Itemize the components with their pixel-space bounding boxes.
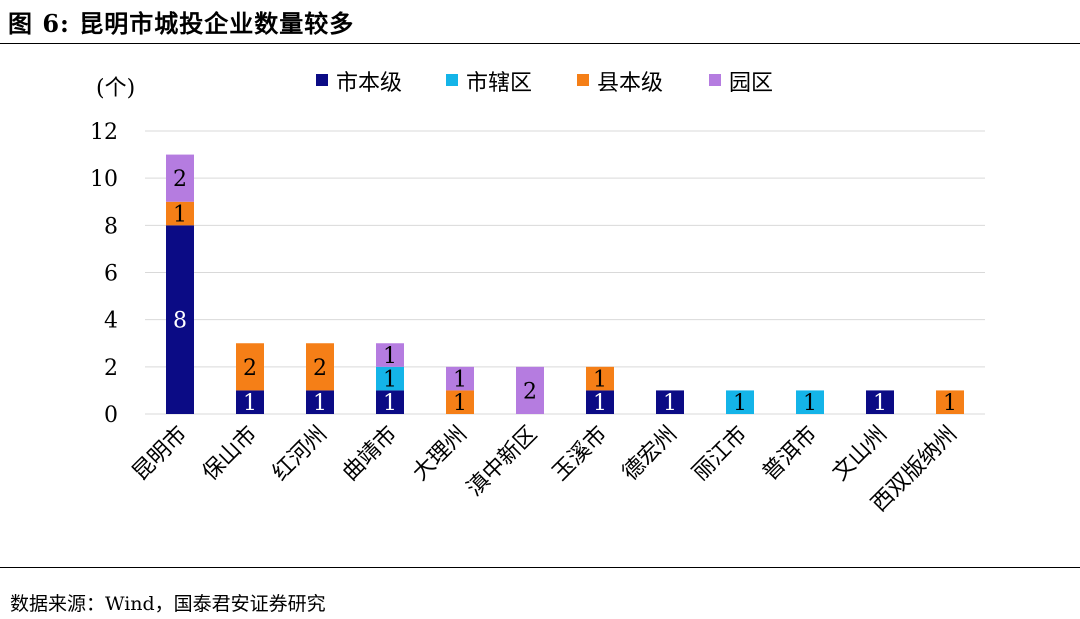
bar-segment <box>656 390 684 414</box>
y-tick-label: 0 <box>104 403 118 428</box>
bar-value-label: 1 <box>383 368 397 393</box>
legend-swatch <box>316 74 328 86</box>
bar-segment <box>866 390 894 414</box>
bar-segment <box>586 390 614 414</box>
legend-label: 市本级 <box>336 71 402 96</box>
bar-value-label: 1 <box>313 391 327 416</box>
bar-segment <box>376 366 404 391</box>
bar-segment <box>166 201 194 226</box>
x-tick-label: 保山市 <box>198 422 262 486</box>
bar-segment <box>166 225 194 414</box>
bar-value-label: 1 <box>593 391 607 416</box>
y-axis-ticks: 0 2 4 6 8 10 12 <box>90 120 118 428</box>
gridlines <box>145 130 985 415</box>
x-tick-label: 文山州 <box>828 422 892 486</box>
legend-swatch <box>709 74 721 86</box>
bar-segment <box>586 366 614 391</box>
legend-swatch <box>577 74 589 86</box>
bar-value-label: 1 <box>383 344 397 369</box>
y-tick-label: 8 <box>104 214 118 239</box>
legend-label: 园区 <box>729 71 773 96</box>
bar-segment <box>306 343 334 391</box>
legend-label: 县本级 <box>597 71 663 96</box>
bar-value-label: 1 <box>453 391 467 416</box>
bar-value-label: 1 <box>243 391 257 416</box>
figure-title: 图 6: 昆明市城投企业数量较多 <box>8 9 355 38</box>
x-tick-label: 红河州 <box>268 422 332 486</box>
y-tick-label: 12 <box>90 120 118 145</box>
legend-swatch <box>446 74 458 86</box>
bar-segment <box>236 343 264 391</box>
y-tick-label: 4 <box>104 309 118 334</box>
bar-segment <box>236 390 264 414</box>
bar-segment <box>446 366 474 391</box>
y-tick-label: 6 <box>104 262 118 287</box>
bar-value-label: 1 <box>803 391 817 416</box>
y-tick-label: 10 <box>90 167 118 192</box>
x-tick-label: 曲靖市 <box>338 422 402 486</box>
bar-value-label: 2 <box>313 356 327 381</box>
bar-segment <box>376 390 404 414</box>
bar-value-label: 1 <box>733 391 747 416</box>
legend-label: 市辖区 <box>466 71 532 96</box>
y-tick-label: 2 <box>104 356 118 381</box>
bottom-rule <box>0 567 1080 568</box>
bar-segment <box>446 390 474 414</box>
bar-value-label: 2 <box>243 356 257 381</box>
x-tick-label: 丽江市 <box>688 422 752 486</box>
x-tick-label: 德宏州 <box>618 422 682 486</box>
x-tick-label: 大理州 <box>408 422 472 486</box>
x-tick-label: 昆明市 <box>128 422 192 486</box>
legend: 市本级 市辖区 县本级 园区 <box>316 71 773 96</box>
top-rule <box>0 43 1080 44</box>
bar-value-label: 1 <box>663 391 677 416</box>
bar-value-label: 2 <box>523 379 537 404</box>
bar-segment <box>796 390 824 414</box>
x-tick-label: 玉溪市 <box>548 422 612 486</box>
bar-value-label: 1 <box>593 368 607 393</box>
bar-segment <box>936 390 964 414</box>
bar-value-label: 1 <box>943 391 957 416</box>
bar-segment <box>376 343 404 367</box>
bar-value-label: 1 <box>383 391 397 416</box>
bar-value-label: 1 <box>173 203 187 228</box>
bar-value-label: 1 <box>453 368 467 393</box>
x-tick-label: 普洱市 <box>758 422 822 486</box>
bar-segment <box>306 390 334 414</box>
bar-value-label: 8 <box>173 309 187 334</box>
bar-segment <box>726 390 754 414</box>
bar-value-label: 2 <box>173 167 187 192</box>
y-axis-unit-label: (个) <box>96 76 135 101</box>
source-note: 数据来源：Wind，国泰君安证券研究 <box>10 593 326 615</box>
bar-segment <box>516 366 544 414</box>
x-tick-label: 滇中新区 <box>462 422 542 502</box>
bar-segment <box>166 154 194 202</box>
bar-value-label: 1 <box>873 391 887 416</box>
